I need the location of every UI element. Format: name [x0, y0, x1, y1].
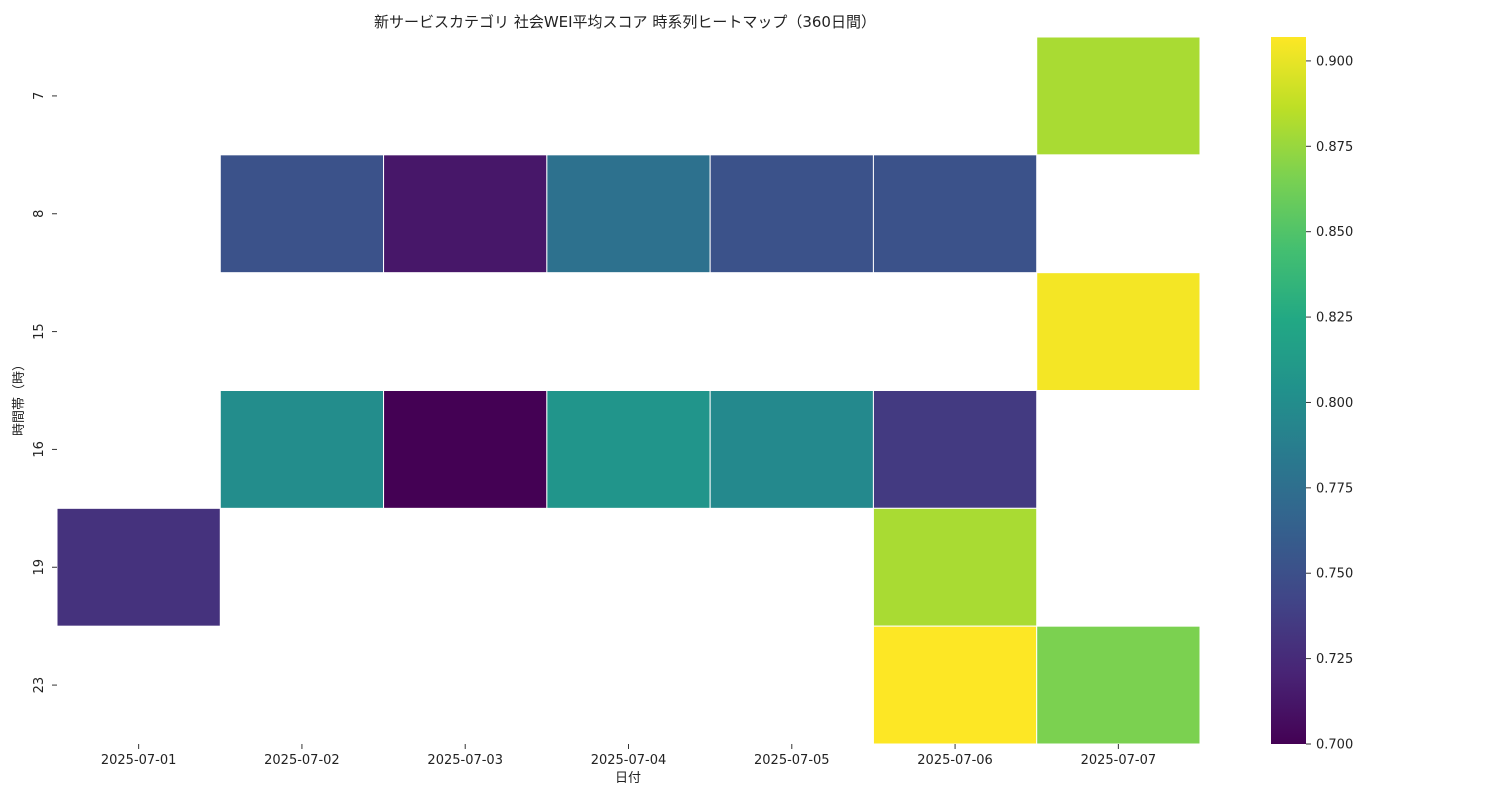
colorbar-tick-label: 0.875 — [1316, 140, 1353, 155]
colorbar-tick-label: 0.750 — [1316, 567, 1353, 582]
x-tick-label: 2025-07-04 — [591, 753, 667, 768]
y-tick-label: 23 — [32, 677, 47, 694]
colorbar-tick-label: 0.700 — [1316, 738, 1353, 753]
heatmap-cell — [1036, 36, 1201, 156]
x-axis-label: 日付 — [615, 771, 641, 786]
y-tick-label: 15 — [32, 323, 47, 340]
chart-title: 新サービスカテゴリ 社会WEI平均スコア 時系列ヒートマップ（360日間） — [374, 13, 876, 31]
colorbar-tick-label: 0.800 — [1316, 396, 1353, 411]
y-tick-label: 16 — [32, 441, 47, 458]
x-tick-label: 2025-07-03 — [427, 753, 503, 768]
colorbar-tick-label: 0.725 — [1316, 652, 1353, 667]
heatmap-cells — [56, 36, 1201, 745]
heatmap-cell — [709, 154, 874, 274]
heatmap-cell — [872, 390, 1038, 509]
heatmap-cell — [709, 390, 874, 509]
x-tick-label: 2025-07-01 — [101, 753, 177, 768]
heatmap-cell — [872, 507, 1038, 627]
y-axis: 7 8 15 16 19 23 — [32, 92, 57, 694]
y-tick-label: 8 — [32, 210, 47, 218]
heatmap-cell — [383, 154, 548, 274]
colorbar-tick-label: 0.825 — [1316, 311, 1353, 326]
heatmap-cell — [219, 390, 385, 509]
heatmap-cell — [546, 154, 711, 274]
heatmap-cell — [872, 625, 1038, 745]
x-tick-label: 2025-07-07 — [1081, 753, 1157, 768]
colorbar-tick-label: 0.775 — [1316, 481, 1353, 496]
heatmap-cell — [1036, 272, 1201, 391]
heatmap-cell — [1036, 625, 1201, 745]
colorbar-tick-label: 0.900 — [1316, 54, 1353, 69]
x-tick-label: 2025-07-05 — [754, 753, 830, 768]
y-axis-label: 時間帯（時） — [12, 358, 27, 436]
heatmap-cell — [546, 390, 711, 509]
heatmap-cell — [56, 507, 221, 627]
heatmap-cell — [219, 154, 385, 274]
colorbar-gradient — [1271, 37, 1306, 744]
x-tick-label: 2025-07-06 — [917, 753, 993, 768]
y-tick-label: 19 — [32, 559, 47, 576]
x-tick-label: 2025-07-02 — [264, 753, 340, 768]
x-axis: 2025-07-01 2025-07-02 2025-07-03 2025-07-04… — [101, 744, 1156, 768]
y-tick-label: 7 — [32, 92, 47, 100]
heatmap-cell — [872, 154, 1038, 274]
colorbar: 0.700 0.725 0.750 0.775 0.800 0.825 0.850 0.875… — [1271, 37, 1353, 753]
colorbar-tick-label: 0.850 — [1316, 225, 1353, 240]
heatmap-cell — [383, 390, 548, 509]
